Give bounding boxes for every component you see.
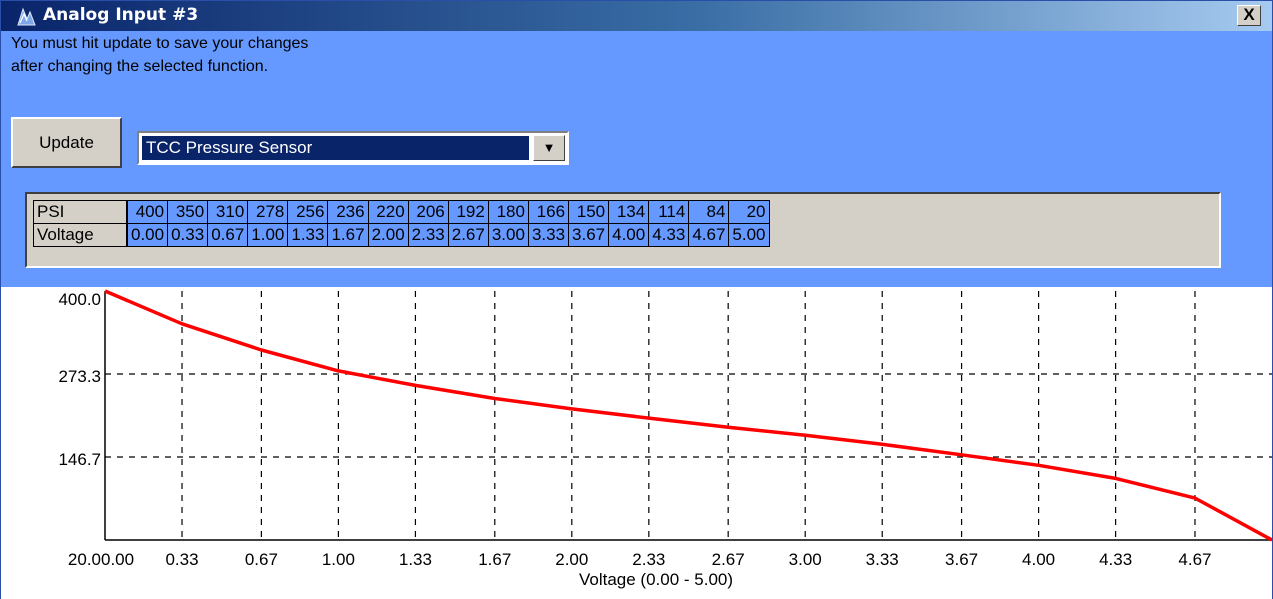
psi-cell[interactable]: 20 bbox=[728, 200, 770, 224]
y-tick-label: 400.0 bbox=[58, 290, 101, 309]
voltage-cell[interactable]: 2.33 bbox=[407, 223, 449, 247]
x-tick-label: 3.67 bbox=[945, 550, 978, 569]
voltage-cell[interactable]: 4.33 bbox=[648, 223, 690, 247]
psi-cell[interactable]: 114 bbox=[648, 200, 690, 224]
voltage-cell[interactable]: 3.67 bbox=[568, 223, 610, 247]
chart-axes bbox=[104, 291, 1272, 541]
psi-cell[interactable]: 236 bbox=[327, 200, 369, 224]
voltage-cell[interactable]: 5.00 bbox=[728, 223, 770, 247]
x-tick-label: 3.33 bbox=[866, 550, 899, 569]
psi-curve-line bbox=[104, 289, 1272, 542]
x-tick-label: 4.33 bbox=[1099, 550, 1132, 569]
x-tick-label: 2.67 bbox=[712, 550, 745, 569]
chevron-down-icon: ▼ bbox=[542, 140, 556, 155]
psi-cell[interactable]: 166 bbox=[527, 200, 570, 224]
function-selected-value: TCC Pressure Sensor bbox=[142, 136, 529, 160]
psi-cell[interactable]: 310 bbox=[207, 200, 249, 224]
app-icon bbox=[17, 7, 36, 26]
update-button[interactable]: Update bbox=[11, 117, 122, 168]
x-tick-label: 1.67 bbox=[478, 550, 511, 569]
voltage-cell[interactable]: 2.00 bbox=[367, 223, 409, 247]
x-tick-label: 1.33 bbox=[399, 550, 432, 569]
voltage-cell[interactable]: 2.67 bbox=[447, 223, 489, 247]
chart-background bbox=[1, 287, 1272, 599]
x-tick-label: 20.00.00 bbox=[68, 550, 134, 569]
voltage-cell[interactable]: 0.67 bbox=[207, 223, 249, 247]
close-button[interactable]: X bbox=[1237, 5, 1261, 26]
voltage-cell[interactable]: 3.00 bbox=[487, 223, 529, 247]
voltage-cell[interactable]: 4.67 bbox=[688, 223, 730, 247]
psi-cell[interactable]: 206 bbox=[407, 200, 449, 224]
window-title: Analog Input #3 bbox=[43, 5, 199, 25]
function-select[interactable]: TCC Pressure Sensor ▼ bbox=[137, 131, 569, 165]
psi-cell[interactable]: 84 bbox=[688, 200, 730, 224]
voltage-cell[interactable]: 1.00 bbox=[247, 223, 289, 247]
calibration-table-frame[interactable]: PSI 400 350 310 278 256 236 220 206 192 180 166 150… bbox=[25, 192, 1221, 268]
voltage-cell[interactable]: 3.33 bbox=[527, 223, 570, 247]
voltage-cell[interactable]: 4.00 bbox=[608, 223, 650, 247]
y-tick-labels: 400.0 273.3 146.7 bbox=[58, 290, 101, 469]
y-tick-label: 146.7 bbox=[58, 450, 101, 469]
psi-cell[interactable]: 350 bbox=[167, 200, 209, 224]
x-tick-labels: 20.00.00 0.33 0.67 1.00 1.33 1.67 2.00 2.33 2.67… bbox=[68, 550, 1212, 569]
psi-cell[interactable]: 180 bbox=[487, 200, 529, 224]
voltage-cell[interactable]: 1.33 bbox=[287, 223, 329, 247]
psi-cell[interactable]: 256 bbox=[287, 200, 329, 224]
voltage-row-header: Voltage bbox=[33, 223, 128, 247]
x-tick-label: 0.67 bbox=[245, 550, 278, 569]
x-tick-label: 1.00 bbox=[322, 550, 355, 569]
psi-cell[interactable]: 192 bbox=[447, 200, 489, 224]
title-bar[interactable]: Analog Input #3 X bbox=[1, 1, 1272, 31]
x-tick-label: 3.00 bbox=[789, 550, 822, 569]
calibration-table: PSI 400 350 310 278 256 236 220 206 192 180 166 150… bbox=[33, 200, 770, 247]
instruction-line-2: after changing the selected function. bbox=[11, 58, 269, 75]
psi-cell[interactable]: 278 bbox=[247, 200, 289, 224]
psi-cell[interactable]: 134 bbox=[608, 200, 650, 224]
voltage-cell[interactable]: 0.33 bbox=[167, 223, 209, 247]
x-tick-label: 4.67 bbox=[1178, 550, 1211, 569]
grid-lines bbox=[105, 291, 1272, 540]
y-tick-label: 273.3 bbox=[58, 367, 101, 386]
x-tick-label: 2.00 bbox=[555, 550, 588, 569]
psi-row-header: PSI bbox=[33, 200, 128, 224]
close-icon: X bbox=[1243, 5, 1255, 24]
psi-cell[interactable]: 150 bbox=[568, 200, 610, 224]
x-axis-label: Voltage (0.00 - 5.00) bbox=[579, 570, 733, 589]
x-tick-label: 0.33 bbox=[165, 550, 198, 569]
psi-cell[interactable]: 220 bbox=[367, 200, 409, 224]
dropdown-arrow-button[interactable]: ▼ bbox=[533, 135, 565, 161]
voltage-row: Voltage 0.00 0.33 0.67 1.00 1.33 1.67 2.00 2.33… bbox=[33, 223, 770, 247]
series-layer bbox=[104, 289, 1272, 542]
voltage-cell[interactable]: 0.00 bbox=[126, 223, 169, 247]
psi-cell[interactable]: 400 bbox=[126, 200, 169, 224]
psi-voltage-chart: 20.00.00 0.33 0.67 1.00 1.33 1.67 2.00 2.33 2.67… bbox=[1, 287, 1272, 599]
psi-row: PSI 400 350 310 278 256 236 220 206 192 180 166 150… bbox=[33, 200, 770, 224]
voltage-cell[interactable]: 1.67 bbox=[327, 223, 369, 247]
instruction-line-1: You must hit update to save your changes bbox=[11, 35, 309, 52]
x-tick-label: 4.00 bbox=[1022, 550, 1055, 569]
x-tick-label: 2.33 bbox=[632, 550, 665, 569]
